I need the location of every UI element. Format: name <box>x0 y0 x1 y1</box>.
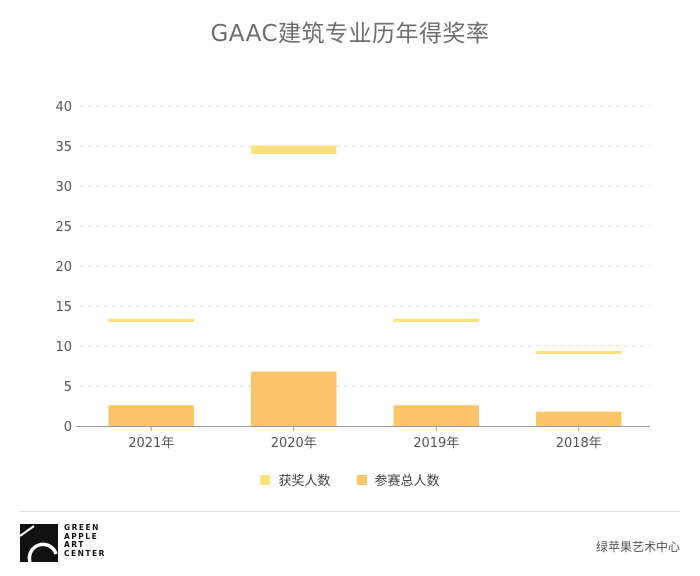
bar-awards <box>251 145 337 154</box>
x-tick-label: 2021年 <box>128 436 174 451</box>
y-tick-label: 25 <box>55 220 72 235</box>
bar-participants <box>536 411 622 426</box>
grid-lines <box>80 105 650 387</box>
y-tick-label: 35 <box>55 140 72 155</box>
bar-chart: 0 5 10 15 20 25 30 35 40 2021年 2020年 2019年 2018年 <box>55 100 650 451</box>
footer-divider <box>20 511 680 512</box>
apple-logo-icon <box>20 524 58 562</box>
logo-line-4: CENTER <box>64 548 106 558</box>
y-tick-label: 20 <box>55 260 72 275</box>
y-tick-label: 30 <box>55 180 72 195</box>
bar-participants <box>251 371 337 426</box>
legend-item-participants[interactable]: 参赛总人数 <box>356 470 440 489</box>
bars <box>108 145 622 426</box>
logo-line-3: ART <box>64 540 85 550</box>
x-tick-label: 2019年 <box>413 436 459 451</box>
bar-participants <box>108 405 194 426</box>
logo-line-1: GREEN <box>64 523 100 532</box>
y-tick-label: 5 <box>64 380 72 395</box>
y-tick-label: 10 <box>55 340 72 355</box>
legend-label-participants: 参赛总人数 <box>374 474 440 489</box>
logo-text: GREEN APPLE ART CENTER <box>64 523 106 558</box>
organization-name: 绿苹果艺术中心 <box>595 540 680 554</box>
y-tick-label: 0 <box>64 420 72 435</box>
x-tick-label: 2018年 <box>556 436 602 451</box>
y-tick-label: 40 <box>55 100 72 115</box>
legend-swatch-participants <box>356 474 367 485</box>
chart-title: GAAC建筑专业历年得奖率 <box>210 21 490 47</box>
brand-logo: GREEN APPLE ART CENTER <box>20 523 106 562</box>
bar-awards <box>536 351 622 354</box>
axes: 0 5 10 15 20 25 30 35 40 2021年 2020年 2019年 2018年 <box>55 100 650 451</box>
legend-item-awards[interactable]: 获奖人数 <box>260 470 331 489</box>
legend-swatch-awards <box>260 474 271 485</box>
logo-line-2: APPLE <box>64 531 99 541</box>
legend-label-awards: 获奖人数 <box>278 474 331 489</box>
y-tick-label: 15 <box>55 300 72 315</box>
legend: 获奖人数 参赛总人数 <box>0 470 700 489</box>
x-tick-label: 2020年 <box>271 436 317 451</box>
bar-participants <box>393 405 479 426</box>
bar-awards <box>393 318 479 322</box>
bar-awards <box>108 318 194 322</box>
